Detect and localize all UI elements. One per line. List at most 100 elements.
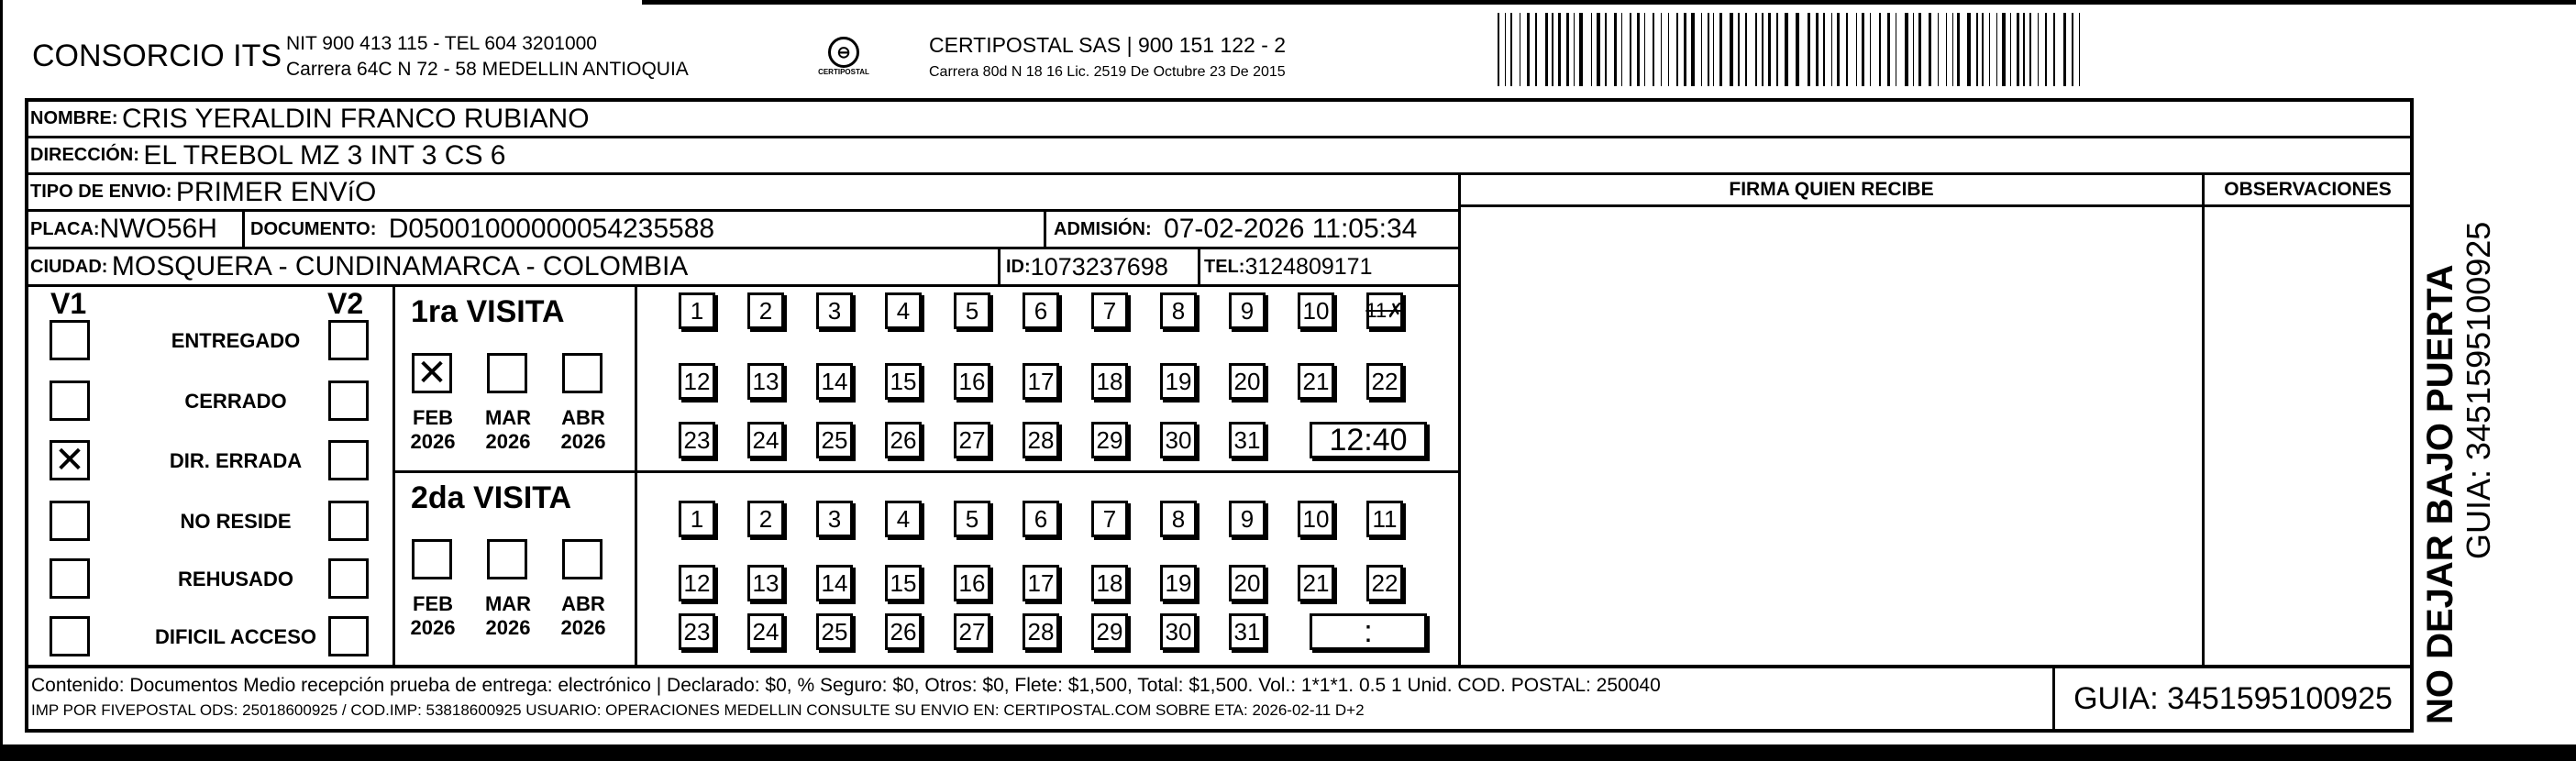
- day-box-23[interactable]: 23: [679, 613, 715, 650]
- v1-checkbox-2[interactable]: ✕: [50, 440, 90, 480]
- day-box-24[interactable]: 24: [747, 422, 784, 458]
- day-box-16[interactable]: 16: [954, 565, 990, 601]
- v2-checkbox-4[interactable]: [328, 558, 369, 599]
- day-box-25[interactable]: 25: [816, 613, 853, 650]
- day-box-7[interactable]: 7: [1091, 292, 1128, 329]
- certipostal-logo: ⊖ CERTIPOSTAL: [812, 37, 876, 76]
- month-checkbox-feb[interactable]: ✕: [412, 353, 452, 393]
- month-checkbox-mar[interactable]: [487, 353, 527, 393]
- day-box-11[interactable]: 11✗: [1365, 292, 1404, 329]
- day-box-18[interactable]: 18: [1091, 565, 1128, 601]
- barcode-bar: [1710, 13, 1711, 86]
- v1-checkbox-5[interactable]: [50, 616, 90, 656]
- direccion-label: DIRECCIÓN:: [30, 145, 139, 165]
- day-box-22[interactable]: 22: [1366, 363, 1403, 400]
- day-box-13[interactable]: 13: [747, 363, 784, 400]
- day-box-15[interactable]: 15: [885, 565, 922, 601]
- day-box-25[interactable]: 25: [816, 422, 853, 458]
- day-box-11[interactable]: 11: [1366, 501, 1403, 537]
- day-box-14[interactable]: 14: [816, 565, 853, 601]
- v1-checkbox-0[interactable]: [50, 320, 90, 360]
- day-box-21[interactable]: 21: [1298, 363, 1334, 400]
- v2-checkbox-0[interactable]: [328, 320, 369, 360]
- day-box-24[interactable]: 24: [747, 613, 784, 650]
- day-box-19[interactable]: 19: [1160, 363, 1197, 400]
- barcode-bar: [1952, 13, 1953, 86]
- day-box-21[interactable]: 21: [1298, 565, 1334, 601]
- day-box-2[interactable]: 2: [747, 292, 784, 329]
- barcode-bar: [1500, 13, 1503, 86]
- day-box-28[interactable]: 28: [1023, 422, 1059, 458]
- barcode-bar: [1967, 13, 1971, 86]
- day-box-3[interactable]: 3: [816, 292, 853, 329]
- day-box-28[interactable]: 28: [1023, 613, 1059, 650]
- day-box-19[interactable]: 19: [1160, 565, 1197, 601]
- v1-checkbox-4[interactable]: [50, 558, 90, 599]
- day-box-4[interactable]: 4: [885, 292, 922, 329]
- day-box-27[interactable]: 27: [954, 422, 990, 458]
- barcode-bar: [1962, 13, 1966, 86]
- v1-checkbox-1[interactable]: [50, 380, 90, 421]
- time-field[interactable]: :: [1310, 613, 1427, 650]
- logo-text: CERTIPOSTAL: [818, 68, 869, 76]
- day-box-14[interactable]: 14: [816, 363, 853, 400]
- day-box-17[interactable]: 17: [1023, 565, 1059, 601]
- day-box-31[interactable]: 31: [1229, 422, 1266, 458]
- day-box-22[interactable]: 22: [1366, 565, 1403, 601]
- month-checkbox-abr[interactable]: [562, 539, 603, 579]
- day-box-10[interactable]: 10: [1298, 292, 1334, 329]
- day-box-18[interactable]: 18: [1091, 363, 1128, 400]
- v2-checkbox-1[interactable]: [328, 380, 369, 421]
- day-box-13[interactable]: 13: [747, 565, 784, 601]
- month-checkbox-abr[interactable]: [562, 353, 603, 393]
- v2-checkbox-2[interactable]: [328, 440, 369, 480]
- day-box-29[interactable]: 29: [1091, 422, 1128, 458]
- direccion-row: DIRECCIÓN: EL TREBOL MZ 3 INT 3 CS 6: [25, 138, 2411, 175]
- day-box-4[interactable]: 4: [885, 501, 922, 537]
- day-box-23[interactable]: 23: [679, 422, 715, 458]
- day-box-26[interactable]: 26: [885, 422, 922, 458]
- day-box-9[interactable]: 9: [1229, 292, 1266, 329]
- company-name: CONSORCIO ITS: [32, 39, 282, 73]
- month-checkbox-feb[interactable]: [412, 539, 452, 579]
- day-box-9[interactable]: 9: [1229, 501, 1266, 537]
- day-box-3[interactable]: 3: [816, 501, 853, 537]
- day-box-16[interactable]: 16: [954, 363, 990, 400]
- day-box-17[interactable]: 17: [1023, 363, 1059, 400]
- day-box-12[interactable]: 12: [679, 363, 715, 400]
- side-text: NO DEJAR BAJO PUERTA GUIA: 3451595100925: [2420, 119, 2498, 724]
- day-box-7[interactable]: 7: [1091, 501, 1128, 537]
- day-box-30[interactable]: 30: [1160, 422, 1197, 458]
- firma-area[interactable]: [1461, 210, 2202, 665]
- month-checkbox-mar[interactable]: [487, 539, 527, 579]
- barcode-bar: [1577, 13, 1578, 86]
- v2-checkbox-3[interactable]: [328, 501, 369, 541]
- day-box-8[interactable]: 8: [1160, 501, 1197, 537]
- day-box-15[interactable]: 15: [885, 363, 922, 400]
- barcode-bar: [1549, 13, 1550, 86]
- barcode-bar: [1625, 13, 1629, 86]
- day-box-27[interactable]: 27: [954, 613, 990, 650]
- day-box-30[interactable]: 30: [1160, 613, 1197, 650]
- day-box-5[interactable]: 5: [954, 501, 990, 537]
- time-field[interactable]: 12:40: [1310, 422, 1427, 458]
- day-box-20[interactable]: 20: [1229, 565, 1266, 601]
- barcode-bar: [2020, 13, 2021, 86]
- day-box-31[interactable]: 31: [1229, 613, 1266, 650]
- day-box-20[interactable]: 20: [1229, 363, 1266, 400]
- day-box-29[interactable]: 29: [1091, 613, 1128, 650]
- day-box-12[interactable]: 12: [679, 565, 715, 601]
- observaciones-area[interactable]: [2207, 210, 2411, 665]
- v2-checkbox-5[interactable]: [328, 616, 369, 656]
- day-box-8[interactable]: 8: [1160, 292, 1197, 329]
- day-box-5[interactable]: 5: [954, 292, 990, 329]
- status-section: V1 V2 ENTREGADO CERRADO ✕ DIR. ERRADA NO RES…: [25, 287, 392, 665]
- day-box-26[interactable]: 26: [885, 613, 922, 650]
- day-box-1[interactable]: 1: [679, 292, 715, 329]
- day-box-6[interactable]: 6: [1023, 501, 1059, 537]
- day-box-10[interactable]: 10: [1298, 501, 1334, 537]
- v1-checkbox-3[interactable]: [50, 501, 90, 541]
- day-box-1[interactable]: 1: [679, 501, 715, 537]
- day-box-2[interactable]: 2: [747, 501, 784, 537]
- day-box-6[interactable]: 6: [1023, 292, 1059, 329]
